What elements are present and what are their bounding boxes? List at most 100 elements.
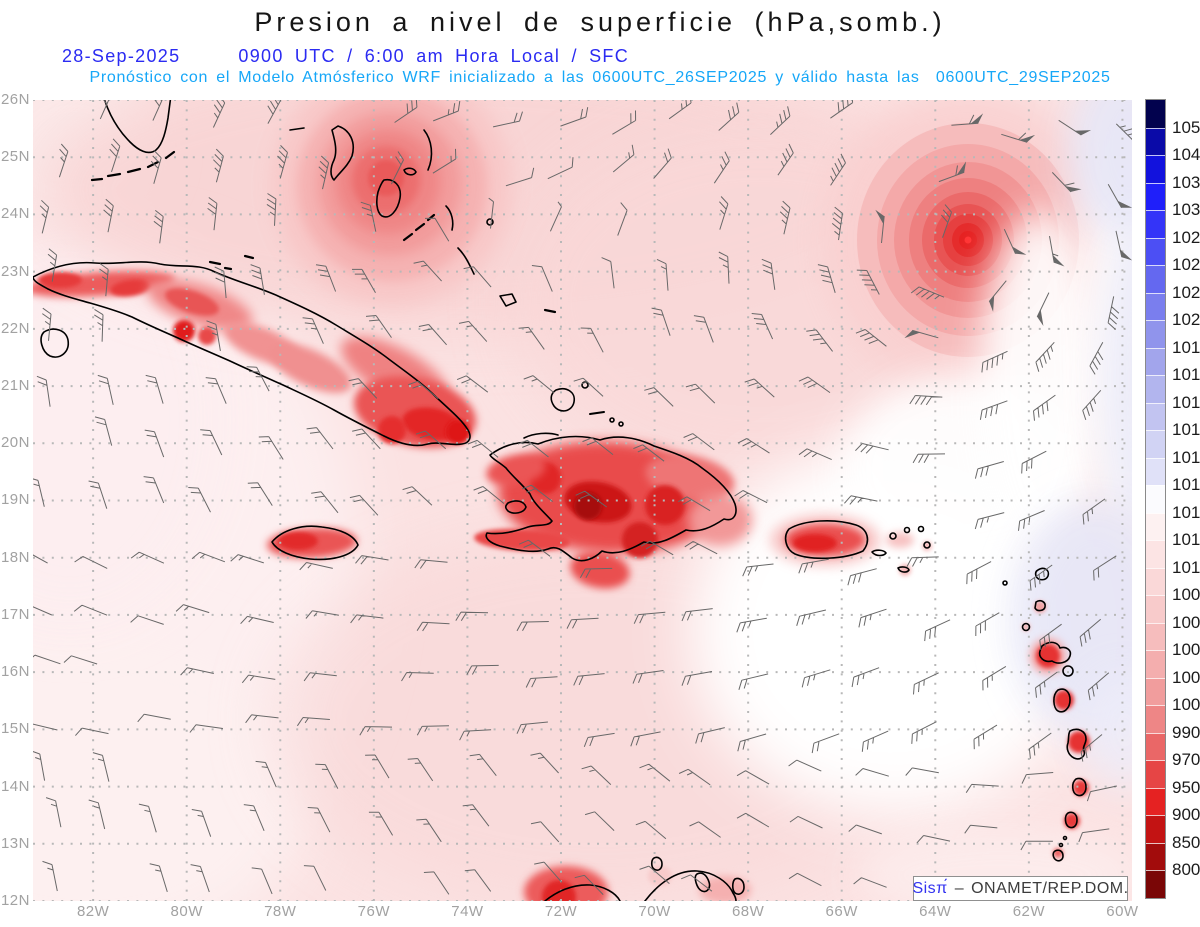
- jamaica-coastline: [271, 525, 359, 561]
- colorbar-label: 1012: [1172, 530, 1200, 550]
- lon-tick: 64W: [919, 903, 952, 920]
- colorbar-segment: [1146, 760, 1165, 788]
- page-title: Presion a nivel de superficie (hPa,somb.…: [254, 7, 946, 37]
- datetime-row: 28-Sep-2025 0900 UTC / 6:00 am Hora Local…: [62, 46, 629, 67]
- colorbar-label: 850: [1172, 832, 1200, 852]
- puerto-rico-coastline: [784, 520, 869, 560]
- colorbar-label: 970: [1172, 750, 1200, 770]
- colorbar-label: 1015: [1172, 447, 1200, 467]
- colorbar-label: 1013: [1172, 502, 1200, 522]
- colorbar-segment: [1146, 540, 1165, 568]
- puerto-rico-terrain-shading: [770, 514, 932, 576]
- hispaniola-terrain-shading: [474, 440, 752, 589]
- colorbar-label: 1016: [1172, 420, 1200, 440]
- colorbar-label: 1020: [1172, 310, 1200, 330]
- colorbar-segment: [1146, 677, 1165, 706]
- tortuga-island-coastline: [523, 432, 559, 439]
- colorbar-segment: [1146, 732, 1165, 761]
- colorbar-segment: [1146, 320, 1165, 348]
- colorbar-label: 1018: [1172, 365, 1200, 385]
- colorbar-label: 1000: [1172, 695, 1200, 715]
- watermark-separator: –: [954, 879, 965, 897]
- colorbar-segment: [1146, 705, 1165, 733]
- colorbar-segment: [1146, 127, 1165, 156]
- colorbar-label: 1008: [1172, 585, 1200, 605]
- isla-juventud-coastline: [40, 328, 70, 358]
- lat-tick: 16N: [0, 663, 30, 681]
- lat-tick: 26N: [0, 91, 30, 108]
- colorbar-label: 1004: [1172, 640, 1200, 660]
- lon-tick: 78W: [264, 903, 297, 920]
- lat-tick: 17N: [0, 605, 30, 623]
- lon-tick: 80W: [170, 903, 203, 920]
- hispaniola-coastline: [485, 435, 737, 562]
- colorbar-label: 1030: [1172, 200, 1200, 220]
- lon-tick: 70W: [638, 903, 671, 920]
- colorbar-segment: [1146, 512, 1165, 541]
- colorbar-segment: [1146, 155, 1165, 183]
- colorbar-label: 900: [1172, 805, 1200, 825]
- lat-tick: 25N: [0, 148, 30, 166]
- lon-tick: 72W: [544, 903, 578, 920]
- lat-tick: 14N: [0, 777, 30, 795]
- lat-tick: 12N: [0, 891, 30, 909]
- colorbar-segment: [1146, 265, 1165, 293]
- pressure-shading-layer: [33, 100, 1132, 901]
- cyclone-center: [964, 236, 972, 244]
- lat-tick: 20N: [0, 434, 30, 452]
- gonave-island-coastline: [504, 500, 527, 514]
- colorbar-label: 1002: [1172, 667, 1200, 687]
- colorbar-segment: [1146, 815, 1165, 843]
- lon-tick: 60W: [1106, 903, 1139, 920]
- florida-coastline: [103, 100, 172, 154]
- lon-tick: 62W: [1012, 903, 1046, 920]
- lat-tick: 23N: [0, 262, 30, 280]
- colorbar-segment: [1146, 237, 1165, 266]
- lon-tick: 66W: [825, 903, 858, 920]
- colorbar-label: 1050: [1172, 117, 1200, 137]
- colorbar-segment: [1146, 100, 1165, 128]
- colorbar-label: 1017: [1172, 392, 1200, 412]
- colorbar-segment: [1146, 292, 1165, 321]
- lat-tick: 21N: [0, 377, 30, 395]
- colorbar-segment: [1146, 787, 1165, 816]
- colorbar-label: 1035: [1172, 172, 1200, 192]
- lon-tick: 76W: [357, 903, 390, 920]
- colorbar-label: 1022: [1172, 282, 1200, 302]
- colorbar-segment: [1146, 210, 1165, 238]
- colorbar-label: 990: [1172, 722, 1200, 742]
- colorbar-label: 1019: [1172, 337, 1200, 357]
- colorbar-segment: [1146, 182, 1165, 211]
- colorbar-label: 1010: [1172, 557, 1200, 577]
- colorbar-segment: [1146, 842, 1165, 871]
- cuba-coastline: [33, 261, 471, 447]
- lat-tick: 19N: [0, 491, 30, 509]
- lat-lon-grid: [33, 100, 1132, 901]
- colorbar-label: 1014: [1172, 475, 1200, 495]
- bahamas-low-shading: [272, 100, 512, 306]
- jamaica-terrain-shading: [267, 527, 357, 559]
- bahamas-coastlines: [289, 125, 624, 427]
- colorbar-label: 1040: [1172, 145, 1200, 165]
- lon-tick: 68W: [731, 903, 765, 920]
- colorbar-segment: [1146, 595, 1165, 623]
- lat-tick: 13N: [0, 834, 30, 852]
- lat-tick: 24N: [0, 205, 30, 223]
- lat-tick: 18N: [0, 548, 30, 566]
- colorbar-label: 950: [1172, 777, 1200, 797]
- lon-tick: 82W: [76, 903, 110, 920]
- forecast-date: 28-Sep-2025: [62, 46, 181, 66]
- watermark-box: Sisπ́ – ONAMET/REP.DOM.: [912, 876, 1129, 901]
- florida-keys: [90, 150, 255, 271]
- forecast-note: Pronóstico con el Modelo Atmósferico WRF…: [89, 69, 1111, 86]
- colorbar-segment: [1146, 650, 1165, 678]
- colorbar-segments: [1145, 99, 1166, 899]
- colorbar-segment: [1146, 347, 1165, 376]
- watermark-org: ONAMET/REP.DOM.: [971, 879, 1129, 897]
- lon-tick: 74W: [451, 903, 484, 920]
- virgin-islands-coastlines: [871, 525, 931, 573]
- colorbar-label: 1025: [1172, 255, 1200, 275]
- coastline-layer: [33, 100, 1087, 901]
- watermark-brand: Sisπ́: [912, 879, 948, 897]
